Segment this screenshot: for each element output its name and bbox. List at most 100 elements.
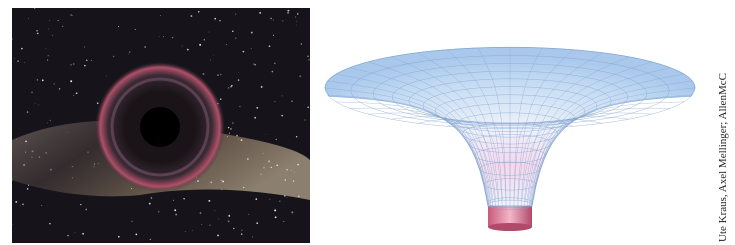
star bbox=[235, 38, 236, 39]
star bbox=[35, 103, 36, 104]
star bbox=[76, 92, 78, 94]
star bbox=[294, 172, 295, 173]
star bbox=[85, 209, 87, 211]
star bbox=[75, 232, 76, 233]
star bbox=[28, 18, 29, 19]
star bbox=[47, 60, 48, 61]
star bbox=[175, 214, 177, 216]
star bbox=[282, 95, 283, 96]
star bbox=[299, 75, 301, 77]
star bbox=[72, 177, 73, 178]
star bbox=[221, 189, 222, 190]
star bbox=[274, 63, 275, 64]
star bbox=[261, 86, 263, 88]
star bbox=[210, 60, 211, 61]
star bbox=[219, 20, 221, 22]
star bbox=[72, 166, 73, 167]
star bbox=[274, 101, 275, 102]
event-horizon bbox=[140, 107, 180, 147]
star bbox=[220, 74, 221, 75]
star bbox=[220, 98, 221, 99]
star bbox=[135, 29, 136, 30]
star bbox=[227, 136, 228, 137]
star bbox=[36, 33, 37, 34]
star bbox=[291, 170, 292, 171]
star bbox=[296, 25, 297, 26]
star bbox=[42, 79, 44, 81]
star bbox=[226, 44, 227, 45]
star bbox=[37, 79, 38, 80]
star bbox=[256, 107, 258, 109]
star bbox=[229, 133, 230, 134]
black-hole-image bbox=[12, 8, 310, 243]
star bbox=[12, 224, 13, 225]
star bbox=[247, 158, 249, 160]
star bbox=[129, 51, 130, 52]
star bbox=[307, 56, 309, 57]
star bbox=[67, 235, 68, 236]
star bbox=[217, 74, 219, 76]
star bbox=[118, 236, 120, 238]
star bbox=[271, 167, 272, 168]
star bbox=[131, 221, 133, 223]
star bbox=[241, 139, 243, 141]
star bbox=[285, 179, 287, 181]
star bbox=[286, 169, 288, 171]
star bbox=[273, 20, 274, 21]
star bbox=[243, 51, 245, 53]
star bbox=[233, 228, 234, 229]
star bbox=[229, 214, 230, 215]
star bbox=[287, 10, 289, 12]
star bbox=[37, 30, 38, 31]
star bbox=[173, 200, 174, 201]
star bbox=[16, 139, 17, 140]
star bbox=[45, 48, 46, 49]
star bbox=[270, 18, 272, 20]
star bbox=[230, 128, 231, 129]
star bbox=[239, 72, 240, 73]
star bbox=[41, 205, 42, 206]
star bbox=[38, 104, 39, 105]
star bbox=[14, 58, 15, 59]
star bbox=[255, 198, 257, 200]
star bbox=[273, 35, 274, 36]
star bbox=[283, 221, 284, 222]
star bbox=[210, 182, 212, 184]
star bbox=[276, 165, 278, 167]
star bbox=[222, 180, 224, 182]
star bbox=[73, 95, 74, 96]
star bbox=[218, 219, 219, 220]
star bbox=[191, 15, 193, 17]
page: Ute Kraus, Axel Mellinger; AllenMcC (() … bbox=[0, 0, 735, 245]
star bbox=[158, 211, 160, 213]
star bbox=[12, 180, 13, 181]
star bbox=[150, 239, 151, 240]
star bbox=[47, 123, 48, 124]
star bbox=[118, 26, 119, 27]
star bbox=[208, 32, 209, 33]
star bbox=[199, 44, 201, 46]
star bbox=[291, 100, 293, 102]
credit: Ute Kraus, Axel Mellinger; AllenMcC bbox=[717, 73, 729, 242]
star bbox=[84, 65, 86, 67]
star bbox=[31, 157, 32, 158]
star bbox=[272, 71, 274, 73]
star bbox=[198, 11, 200, 13]
scene: Ute Kraus, Axel Mellinger; AllenMcC bbox=[0, 0, 735, 245]
star bbox=[241, 233, 243, 235]
star bbox=[266, 134, 267, 135]
star bbox=[295, 17, 296, 18]
star bbox=[45, 152, 47, 154]
star bbox=[23, 164, 25, 166]
star bbox=[151, 197, 153, 199]
star bbox=[54, 83, 55, 84]
star bbox=[251, 32, 253, 34]
star bbox=[269, 45, 271, 47]
star bbox=[159, 36, 160, 37]
star bbox=[72, 15, 73, 16]
star bbox=[73, 63, 75, 65]
star bbox=[50, 120, 51, 121]
star bbox=[25, 152, 26, 153]
star bbox=[80, 204, 81, 205]
star bbox=[67, 132, 68, 133]
